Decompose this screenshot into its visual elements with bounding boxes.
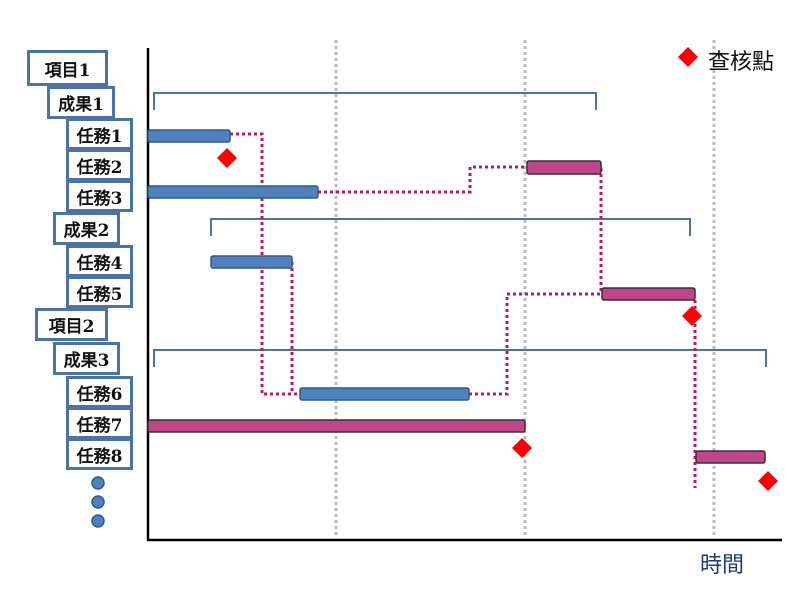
label-task-3: 任務3 [66,180,133,212]
outcome-1-bracket [153,92,597,110]
milestone-diamond-icon [512,438,532,458]
label-task-7: 任務7 [66,407,133,439]
legend-milestone-label: 查核點 [708,50,775,75]
task-5-bar [601,287,696,301]
outcome-2-bracket [210,218,691,236]
task-8-bar [695,450,766,464]
ellipsis-dot [91,514,105,528]
milestone-diamond-icon [217,148,237,168]
milestone-diamond-icon [682,306,702,326]
task-7-bar [147,419,526,433]
label-outcome-2: 成果2 [53,212,120,245]
x-axis-label: 時間 [700,553,745,578]
ellipsis-dot [91,476,105,490]
label-project-2: 項目2 [35,308,108,341]
outcome-3-bracket [153,349,767,367]
dependency-line [469,292,602,396]
task-4-bar [210,255,293,269]
label-outcome-1: 成果1 [47,86,115,119]
time-gridlines [334,40,716,535]
label-project-1: 項目1 [27,50,108,86]
label-task-5: 任務5 [66,276,133,308]
task-2-bar [526,160,602,175]
label-task-2: 任務2 [66,149,133,181]
dependency-line [318,165,527,194]
label-outcome-3: 成果3 [53,342,120,375]
ellipsis-dot [91,495,105,509]
task-1-bar [147,129,231,143]
more-items-ellipsis [91,476,105,528]
label-task-4: 任務4 [66,245,133,277]
milestone-diamond-icon [758,471,778,491]
label-task-6: 任務6 [66,376,133,408]
task-6-bar [299,387,470,401]
task-3-bar [147,185,319,199]
label-task-1: 任務1 [66,118,133,150]
label-task-8: 任務8 [66,438,133,470]
legend-diamond-icon [678,47,698,67]
